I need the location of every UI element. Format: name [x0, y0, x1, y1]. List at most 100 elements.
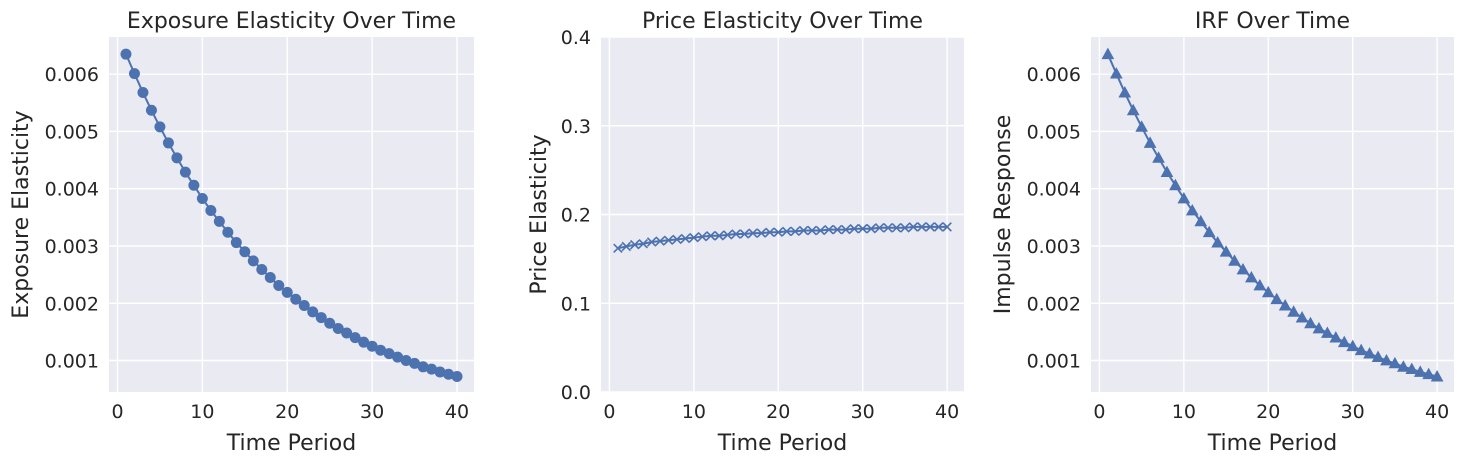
x-tick-label: 40	[935, 401, 959, 423]
data-point	[120, 48, 132, 60]
y-tick-label: 0.002	[45, 293, 99, 315]
data-point	[1346, 339, 1360, 352]
y-tick-label: 0.006	[45, 64, 99, 86]
data-point	[230, 237, 242, 249]
data-point	[933, 222, 944, 232]
data-point	[264, 271, 276, 283]
chart-title: Price Elasticity Over Time	[642, 9, 923, 34]
plot-area	[1091, 37, 1454, 392]
y-tick-label: 0.0	[561, 382, 591, 404]
data-point	[1109, 67, 1123, 79]
data-point	[1295, 311, 1309, 323]
grid-layer	[109, 37, 474, 392]
y-tick-label: 0.005	[1027, 121, 1081, 143]
data-point	[213, 215, 225, 227]
data-point	[866, 223, 876, 234]
data-point	[1304, 316, 1317, 329]
data-point	[638, 239, 648, 249]
x-tick-label: 20	[766, 401, 790, 423]
data-point	[1202, 225, 1216, 238]
grid-layer	[601, 36, 964, 393]
data-point	[1312, 321, 1326, 334]
y-tick-label: 0.006	[1027, 64, 1081, 86]
data-point	[332, 322, 344, 334]
y-tick-label: 0.004	[45, 179, 99, 201]
chart-panel-irf: 0 10 20 30 400.0010.0020.0030.0040.0050.006 …	[991, 9, 1454, 456]
x-tick-label: 10	[682, 401, 706, 423]
data-point	[748, 228, 758, 238]
data-point	[1388, 356, 1402, 369]
x-tick-label: 30	[851, 401, 875, 423]
x-axis-title: Time Period	[1207, 431, 1337, 456]
data-point	[1337, 335, 1351, 348]
chart-title: IRF Over Time	[1195, 9, 1350, 34]
data-point	[790, 226, 800, 237]
data-point	[451, 371, 463, 383]
data-point	[1152, 151, 1165, 163]
chart-panel-price: 0 10 20 30 40 0.0 0.1 0.2 0.3 0.4 Price Elasticit…	[527, 9, 964, 456]
data-point	[731, 229, 741, 239]
data-point	[205, 204, 217, 216]
data-point	[171, 152, 183, 164]
chart-title: Exposure Elasticity Over Time	[127, 9, 456, 34]
y-tick-label: 0.2	[561, 205, 591, 227]
data-point	[900, 223, 910, 233]
y-tick-label: 0.004	[1027, 179, 1081, 201]
data-point	[722, 230, 733, 240]
x-tick-label: 20	[275, 401, 299, 423]
data-point	[239, 246, 251, 258]
plot-area	[109, 37, 474, 392]
data-point	[630, 239, 640, 250]
data-point	[1245, 270, 1258, 283]
data-point	[1270, 292, 1284, 305]
data-point	[1253, 278, 1267, 291]
data-point	[1371, 350, 1385, 362]
y-tick-label: 0.4	[561, 27, 591, 49]
data-point	[273, 280, 285, 291]
data-point	[697, 231, 708, 242]
data-point	[256, 263, 268, 275]
data-point	[739, 229, 750, 239]
y-tick-label: 0.002	[1027, 293, 1081, 315]
data-point	[663, 235, 674, 246]
data-point	[1101, 47, 1115, 60]
data-point	[621, 241, 632, 252]
data-point	[672, 234, 682, 245]
grid-layer	[1091, 37, 1454, 392]
data-point	[341, 327, 353, 339]
x-tick-label: 30	[1341, 401, 1365, 423]
data-point	[1185, 203, 1199, 216]
data-point	[1413, 365, 1427, 377]
data-point	[1396, 360, 1410, 372]
data-point	[1219, 245, 1233, 257]
data-point	[815, 225, 826, 236]
data-point	[188, 179, 200, 191]
data-point	[1228, 254, 1241, 266]
data-point	[1278, 299, 1292, 311]
data-point	[307, 306, 319, 318]
data-point	[908, 222, 919, 232]
tick-layer: 0 10 20 30 40 0.001 0.002 0.003 0.004 0.005 0.006	[45, 64, 470, 423]
data-point	[137, 87, 149, 99]
data-point	[1430, 370, 1444, 382]
x-tick-label: 30	[360, 401, 384, 423]
tick-layer: 0 10 20 30 40 0.0 0.1 0.2 0.3 0.4	[561, 27, 959, 423]
data-point	[315, 312, 327, 324]
data-point	[841, 224, 851, 235]
series-line	[617, 225, 948, 250]
data-point	[1177, 191, 1191, 204]
series-layer	[613, 222, 952, 253]
data-point	[1118, 86, 1132, 98]
data-point	[247, 255, 259, 267]
x-axis-title: Time Period	[226, 431, 356, 456]
data-point	[1380, 353, 1393, 366]
data-point	[298, 300, 310, 312]
data-point	[1321, 326, 1334, 338]
data-point	[1169, 178, 1182, 191]
data-point	[891, 223, 902, 233]
series-layer	[120, 48, 463, 383]
y-tick-label: 0.1	[561, 293, 591, 315]
data-point	[857, 223, 868, 234]
data-point	[824, 224, 834, 235]
data-point	[1135, 120, 1149, 132]
